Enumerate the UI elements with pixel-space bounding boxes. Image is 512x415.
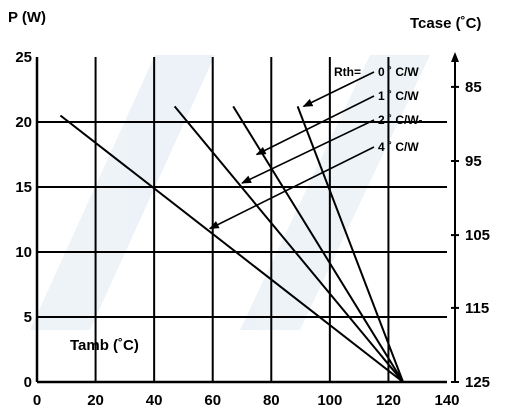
curve-label-1: 1 ˚ C/W — [378, 89, 419, 103]
y2-axis-arrow — [451, 52, 459, 62]
plot-frame — [35, 52, 459, 384]
x-tick-label: 120 — [376, 392, 401, 409]
y2-tick-label: 115 — [465, 300, 489, 317]
y-tick-label: 25 — [15, 49, 32, 66]
series-line-3 — [59, 114, 404, 383]
background-watermark — [30, 55, 430, 330]
y2-tick-label: 105 — [465, 227, 490, 244]
x-tick-label: 100 — [317, 392, 342, 409]
curve-label-arrow-3 — [208, 146, 375, 230]
x-tick-label: 40 — [146, 392, 163, 409]
x-tick-label: 20 — [87, 392, 104, 409]
tick-labels: 0 20 40 60 80 100 120 140 0 5 10 15 20 25 85 95 105 115 12… — [15, 49, 490, 409]
y-tick-label: 5 — [24, 309, 32, 326]
y2-tick-label: 85 — [465, 79, 482, 96]
legend-prefix: Rth= — [334, 65, 361, 79]
x-tick-label: 140 — [434, 392, 459, 409]
y2-axis-title: Tcase (˚C) — [410, 15, 481, 32]
curve-labels: 0 ˚ C/W 1 ˚ C/W 2 ˚ C/W- 4 ˚ C/W — [208, 65, 422, 230]
curve-label-arrow-0 — [302, 71, 375, 108]
y-tick-label: 20 — [15, 114, 32, 131]
curve-label-0: 0 ˚ C/W — [378, 65, 419, 79]
grid — [37, 57, 447, 382]
y-axis-title: P (W) — [8, 9, 46, 26]
curve-label-arrow-1 — [255, 95, 375, 156]
y2-tick-label: 125 — [465, 374, 490, 391]
curve-label-3: 4 ˚ C/W — [378, 140, 419, 154]
y-tick-label: 10 — [15, 244, 32, 261]
series-layer — [59, 105, 405, 383]
y2-tick-label: 95 — [465, 153, 482, 170]
series-line-0 — [296, 106, 405, 383]
y-tick-label: 15 — [15, 179, 32, 196]
x-tick-label: 60 — [204, 392, 221, 409]
curve-label-arrow-2 — [241, 119, 375, 184]
series-line-2 — [173, 105, 404, 383]
x-tick-label: 80 — [263, 392, 280, 409]
y-tick-label: 0 — [24, 374, 32, 391]
curve-label-2: 2 ˚ C/W- — [378, 113, 422, 127]
x-tick-label: 0 — [33, 392, 41, 409]
x-axis-title: Tamb (˚C) — [70, 337, 139, 354]
